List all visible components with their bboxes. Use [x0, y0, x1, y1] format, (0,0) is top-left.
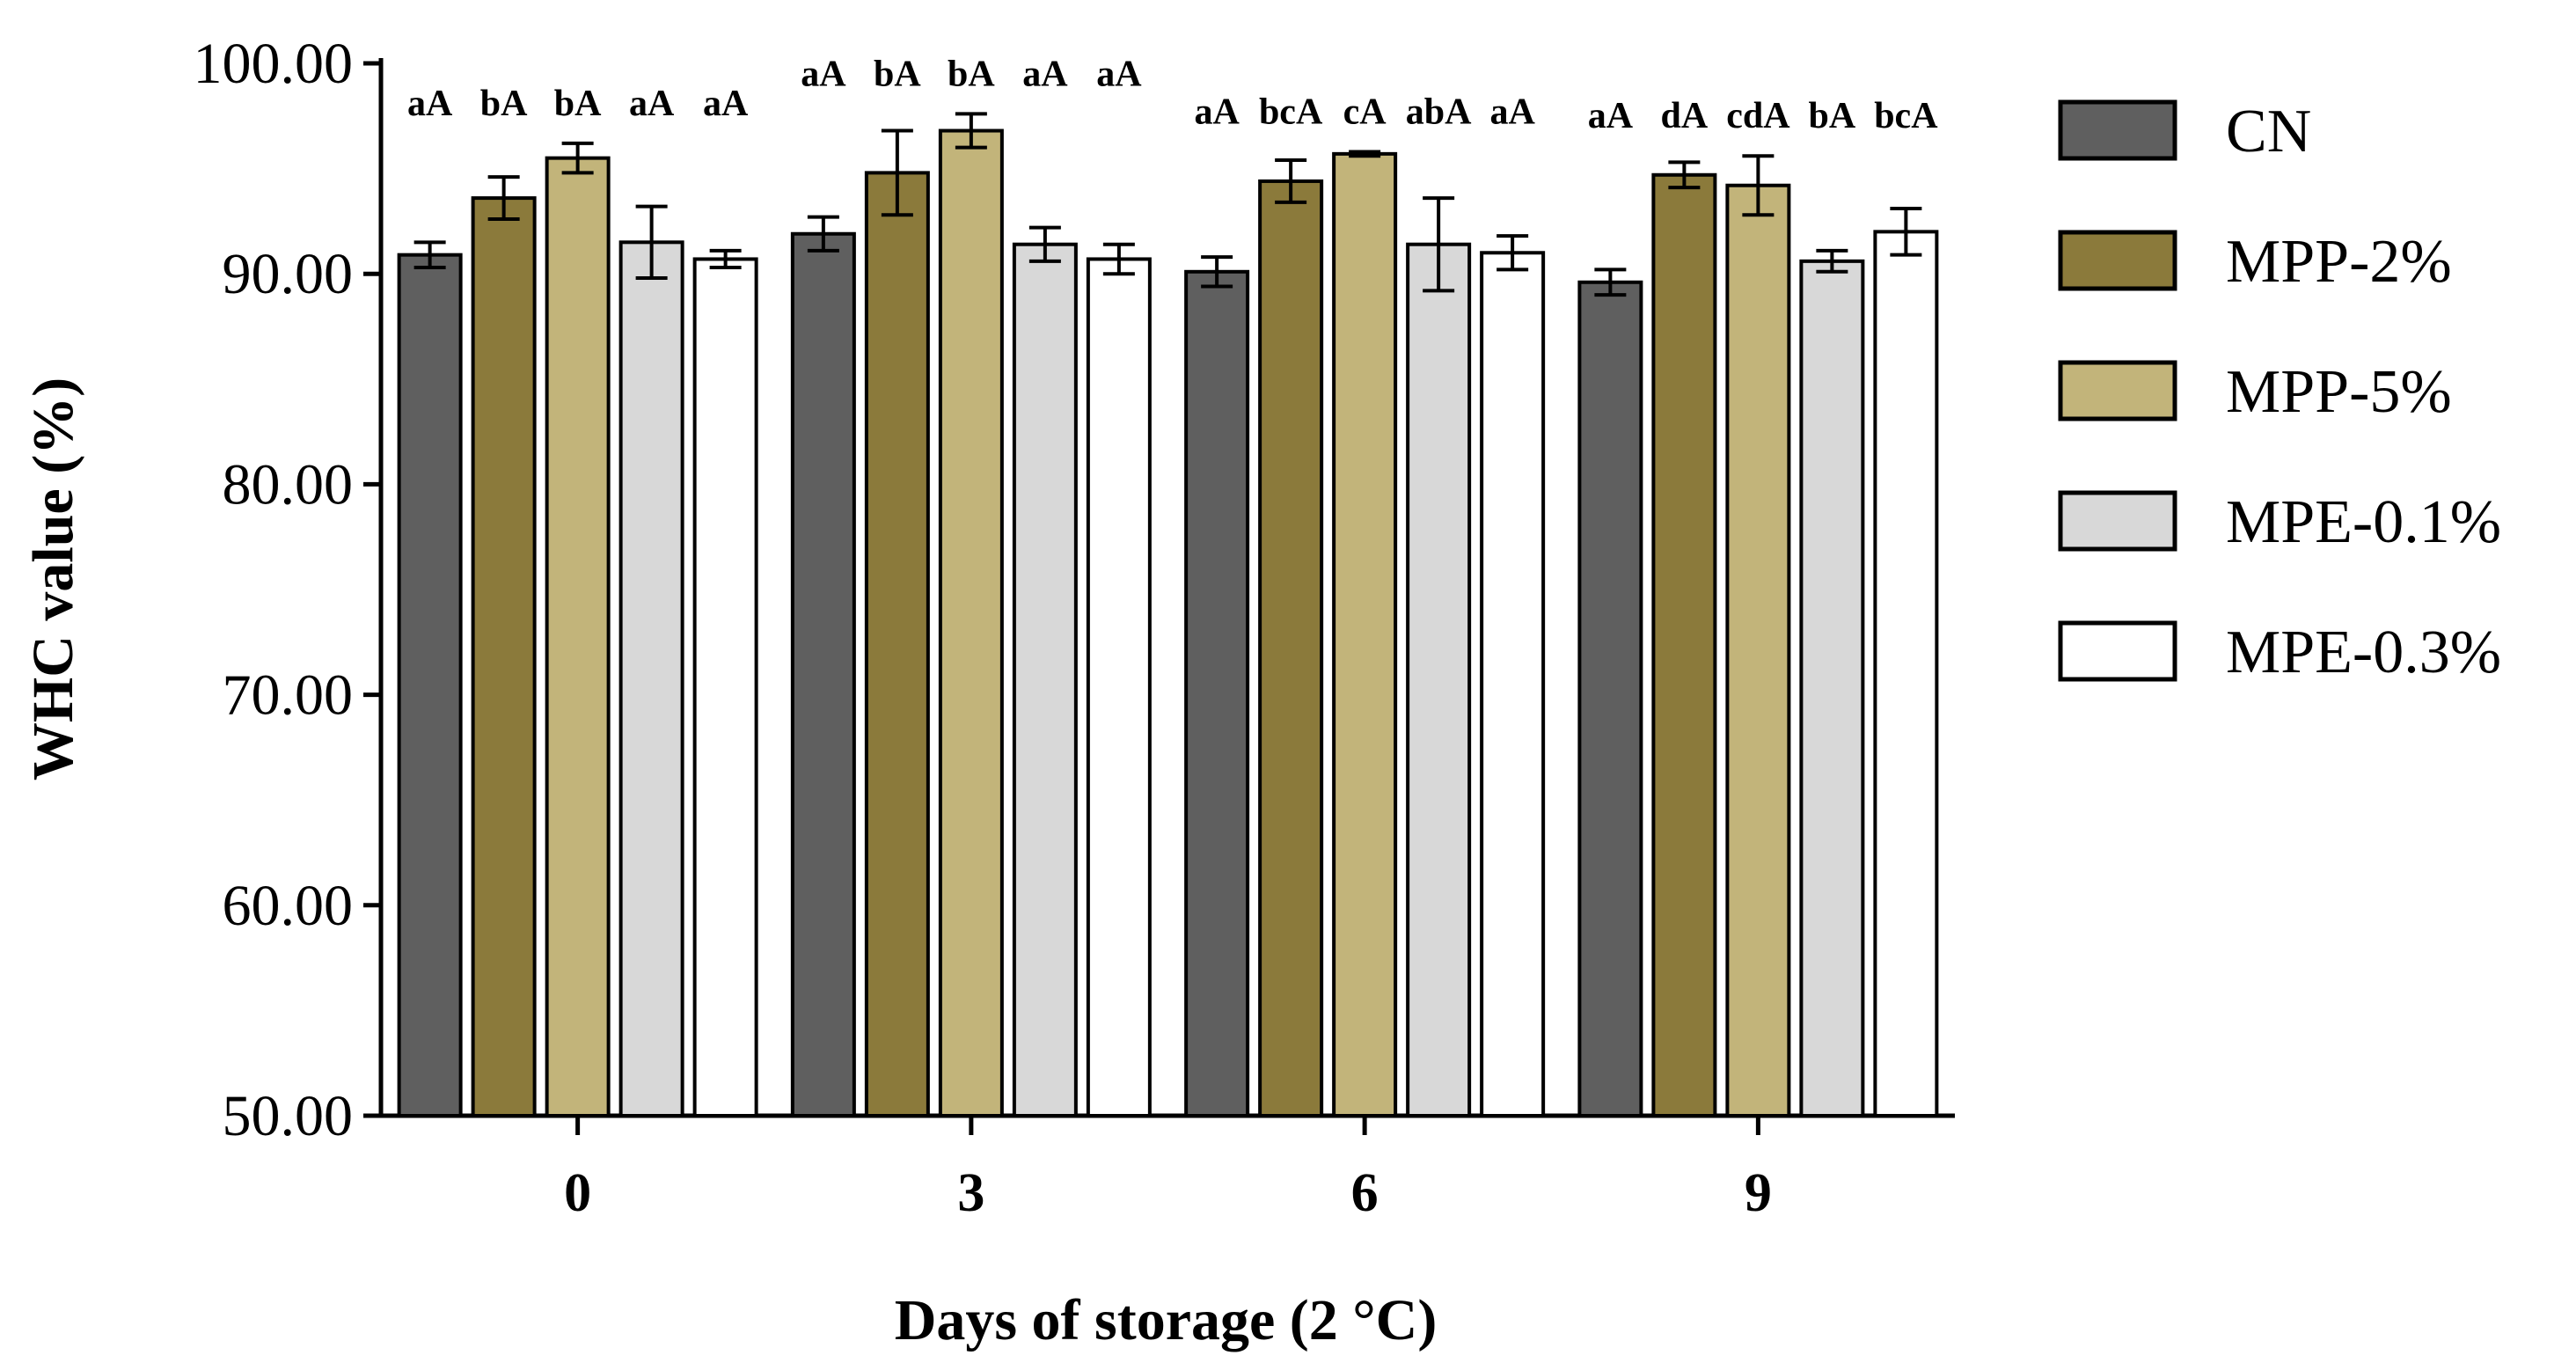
y-tick-label: 80.00 [223, 452, 354, 516]
bar [1651, 172, 1717, 1117]
significance-label: bA [480, 84, 528, 124]
significance-label: dA [1661, 96, 1709, 136]
error-bars [413, 112, 1922, 297]
significance-label: bA [554, 84, 602, 124]
legend-label: MPP-5% [2226, 358, 2452, 426]
x-tick-label: 0 [564, 1163, 591, 1223]
significance-label: bcA [1874, 96, 1938, 136]
significance-label: bcA [1259, 92, 1323, 132]
bar [1480, 251, 1546, 1117]
significance-label: aA [629, 84, 675, 124]
bar [1406, 242, 1472, 1118]
x-tick-label: 3 [957, 1163, 984, 1223]
bar [471, 196, 537, 1117]
legend-swatch [2058, 230, 2177, 291]
bar [938, 128, 1004, 1118]
y-tick-label: 90.00 [223, 242, 354, 306]
y-tick-label: 70.00 [223, 663, 354, 728]
y-axis-title: WHC value (%) [21, 377, 85, 780]
significance-label: aA [407, 84, 453, 124]
legend-swatch [2058, 620, 2177, 682]
significance-label: abA [1406, 92, 1472, 132]
significance-label: bA [948, 54, 995, 94]
bar [1332, 151, 1398, 1118]
legend-label: MPE-0.3% [2226, 619, 2501, 686]
bar [1873, 230, 1939, 1117]
y-tick-label: 60.00 [223, 874, 354, 938]
bar [545, 156, 611, 1117]
bars [397, 128, 1939, 1118]
legend-swatch [2058, 99, 2177, 161]
significance-label: cA [1343, 92, 1387, 132]
legend: CN MPP-2% MPP-5% MPE-0.1% MPE-0.3% [2058, 98, 2501, 686]
bar [864, 171, 930, 1117]
bar [397, 253, 463, 1117]
legend-label: CN [2226, 98, 2311, 165]
significance-labels: aA bA bA aA aA aA bA bA aA aA aA bcA cA abA aA aA dA cdA b… [407, 54, 1938, 136]
significance-label: aA [1588, 96, 1634, 136]
significance-label: cdA [1726, 96, 1790, 136]
x-axis-title: Days of storage (2 °C) [895, 1288, 1438, 1352]
bar [1012, 242, 1078, 1118]
bar [1086, 257, 1152, 1117]
x-tick-label: 6 [1351, 1163, 1379, 1223]
bar [1258, 179, 1324, 1117]
significance-label: bA [874, 54, 921, 94]
bar [790, 231, 856, 1117]
axes: 50.00 60.00 70.00 80.00 90.00 100.00 0 3 6 9 [194, 32, 1955, 1223]
x-tick-label: 9 [1745, 1163, 1772, 1223]
significance-label: aA [1096, 54, 1142, 94]
significance-label: aA [1022, 54, 1068, 94]
bar [618, 240, 684, 1117]
bar [1799, 259, 1865, 1117]
legend-label: MPE-0.1% [2226, 488, 2501, 556]
significance-label: aA [801, 54, 846, 94]
significance-label: aA [1194, 92, 1240, 132]
bar [1184, 269, 1250, 1118]
y-tick-label: 100.00 [194, 32, 354, 96]
bar [692, 257, 758, 1117]
legend-label: MPP-2% [2226, 228, 2452, 296]
bar [1577, 280, 1643, 1117]
significance-label: aA [703, 84, 749, 124]
y-tick-label: 50.00 [223, 1084, 354, 1148]
legend-swatch [2058, 360, 2177, 421]
legend-swatch [2058, 490, 2177, 552]
significance-label: bA [1809, 96, 1856, 136]
bar [1725, 183, 1791, 1118]
significance-label: aA [1489, 92, 1535, 132]
